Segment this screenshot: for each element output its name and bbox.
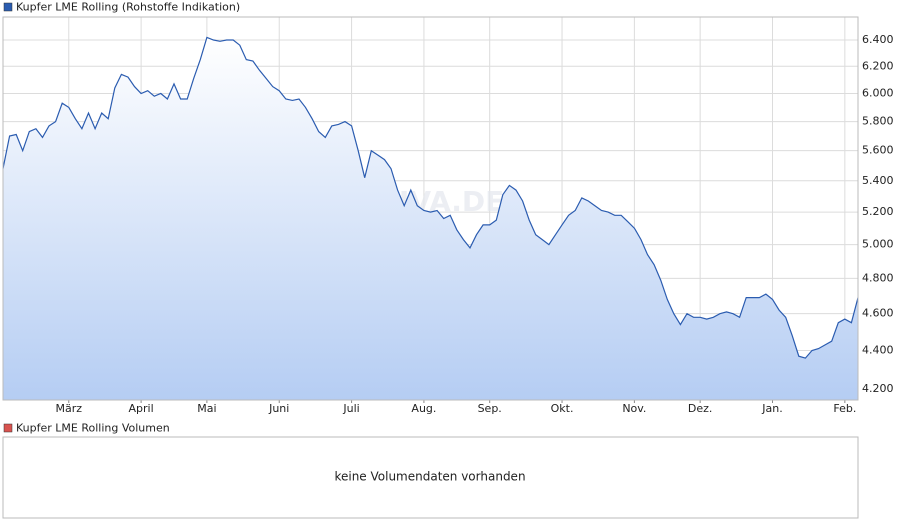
- y-tick-label: 4.600: [862, 307, 894, 320]
- y-tick-label: 4.800: [862, 271, 894, 284]
- y-tick-label: 5.400: [862, 174, 894, 187]
- x-tick-label: Sep.: [478, 402, 502, 415]
- legend-swatch: [3, 423, 13, 433]
- x-tick-label: Aug.: [411, 402, 436, 415]
- y-tick-label: 5.200: [862, 205, 894, 218]
- y-tick-label: 6.000: [862, 86, 894, 99]
- x-tick-label: Nov.: [622, 402, 646, 415]
- x-tick-label: April: [129, 402, 154, 415]
- y-tick-label: 6.200: [862, 59, 894, 72]
- y-tick-label: 5.600: [862, 144, 894, 157]
- x-tick-label: Dez.: [688, 402, 713, 415]
- y-tick-label: 6.400: [862, 33, 894, 46]
- y-tick-label: 5.800: [862, 115, 894, 128]
- x-tick-label: Juli: [342, 402, 359, 415]
- x-tick-label: Juni: [268, 402, 289, 415]
- x-tick-label: Feb.: [833, 402, 856, 415]
- y-tick-label: 5.000: [862, 238, 894, 251]
- plot-border: [2, 16, 859, 401]
- legend-swatch: [3, 2, 13, 12]
- x-tick-label: März: [56, 402, 83, 415]
- area-fill: [3, 37, 858, 401]
- y-tick-label: 4.200: [862, 382, 894, 395]
- y-tick-label: 4.400: [862, 344, 894, 357]
- volume-panel: [2, 436, 859, 519]
- empty-message: keine Volumendaten vorhanden: [334, 470, 525, 484]
- legend-label: Kupfer LME Rolling Volumen: [16, 422, 170, 435]
- price-line: [2, 36, 859, 359]
- x-tick-label: Okt.: [551, 402, 574, 415]
- legend-label: Kupfer LME Rolling (Rohstoffe Indikation…: [16, 1, 240, 14]
- x-tick-label: Jan.: [761, 402, 782, 415]
- x-tick-label: Mai: [197, 402, 216, 415]
